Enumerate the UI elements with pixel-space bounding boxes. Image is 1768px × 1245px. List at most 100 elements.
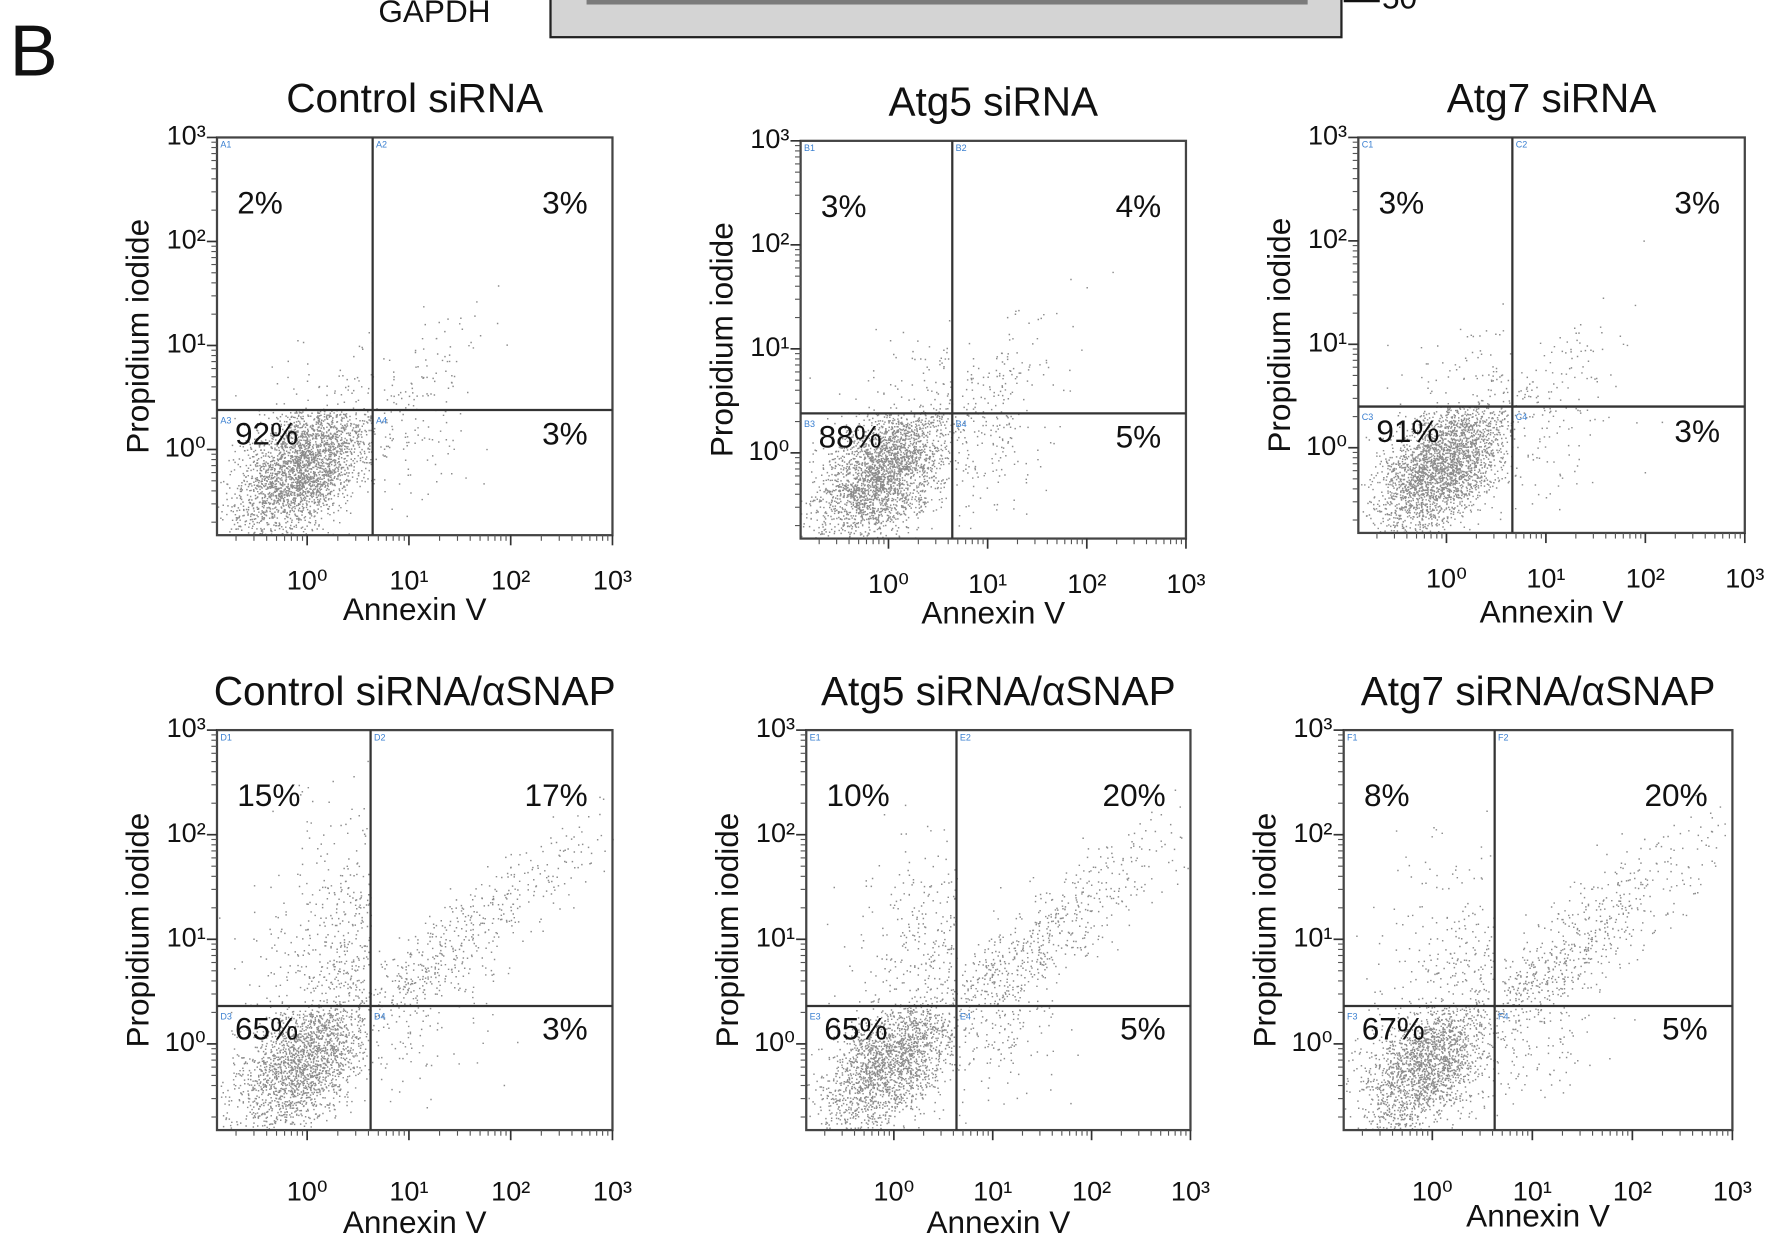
x-tick-label: 10¹	[389, 566, 428, 596]
quadrant-percent: 20%	[1103, 777, 1166, 813]
quadrant-name: F2	[1498, 732, 1509, 742]
quadrant-percent: 4%	[1116, 188, 1162, 224]
x-tick-label: 10³	[1166, 569, 1205, 599]
y-axis-label: Propidium iodide	[120, 219, 156, 454]
quadrant-percent: 67%	[1362, 1010, 1425, 1046]
quadrant-percent: 10%	[827, 777, 890, 813]
quadrant-percent: 3%	[542, 184, 588, 220]
quadrant-name: C3	[1362, 412, 1374, 422]
y-tick-label: 10¹	[1308, 327, 1347, 357]
x-tick-label: 10³	[593, 566, 632, 596]
y-tick-label: 10³	[167, 713, 206, 743]
x-tick-label: 10¹	[968, 569, 1007, 599]
quadrant-percent: 8%	[1364, 777, 1410, 813]
chart-title: Control siRNA/αSNAP	[214, 668, 616, 714]
y-tick-label: 10¹	[167, 922, 206, 952]
quadrant-name: B2	[956, 143, 967, 153]
event-dots	[235, 333, 374, 410]
y-tick-label: 10⁰	[165, 1027, 206, 1057]
x-tick-label: 10⁰	[868, 569, 909, 599]
quadrant-name: A4	[376, 416, 387, 426]
quadrant-name: D3	[220, 1012, 232, 1022]
quadrant-name: A3	[220, 416, 231, 426]
x-tick-label: 10³	[1713, 1176, 1752, 1206]
quadrant-percent: 5%	[1116, 419, 1162, 455]
blot-band	[587, 0, 1308, 5]
quadrant-percent: 88%	[819, 419, 882, 455]
y-tick-label: 10⁰	[165, 433, 206, 463]
quadrant-name: E1	[810, 732, 821, 742]
quadrant-percent: 3%	[1379, 184, 1425, 220]
quadrant-name: B4	[956, 419, 967, 429]
x-tick-label: 10³	[1725, 563, 1764, 593]
quadrant-percent: 20%	[1645, 777, 1708, 813]
x-axis-label: Annexin V	[343, 1204, 487, 1240]
chart-title: Control siRNA	[286, 75, 543, 121]
y-tick-label: 10³	[167, 121, 206, 151]
y-tick-label: 10²	[167, 225, 206, 255]
marker-label: 50	[1382, 0, 1417, 15]
y-axis-label: Propidium iodide	[1246, 813, 1282, 1048]
blot	[550, 0, 1341, 37]
quadrant-name: B1	[804, 143, 815, 153]
quadrant-name: E3	[810, 1012, 821, 1022]
quadrant-percent: 17%	[525, 777, 588, 813]
event-dots	[373, 410, 487, 516]
event-dots	[1356, 811, 1495, 1006]
quadrant-percent: 3%	[1674, 413, 1720, 449]
y-tick-label: 10²	[1308, 224, 1347, 254]
blot-label: GAPDH	[378, 0, 490, 29]
quadrant-name: D2	[374, 732, 386, 742]
y-tick-label: 10²	[756, 818, 795, 848]
quadrant-percent: 15%	[237, 777, 300, 813]
event-dots	[373, 797, 613, 1005]
quadrant-name: C2	[1516, 140, 1528, 150]
event-dots	[1496, 1008, 1636, 1116]
quadrant-percent: 92%	[235, 415, 298, 451]
quadrant-percent: 3%	[1674, 184, 1720, 220]
x-tick-label: 10²	[1067, 569, 1106, 599]
x-tick-label: 10³	[593, 1176, 632, 1206]
quadrant-percent: 91%	[1376, 413, 1439, 449]
x-axis-label: Annexin V	[926, 1204, 1070, 1240]
quadrant-name: F4	[1498, 1012, 1509, 1022]
y-tick-label: 10³	[1293, 713, 1332, 743]
y-axis-label: Propidium iodide	[703, 222, 739, 457]
quadrant-percent: 3%	[821, 188, 867, 224]
y-tick-label: 10⁰	[1292, 1027, 1333, 1057]
quadrant-name: C4	[1516, 412, 1528, 422]
chart-title: Atg5 siRNA/αSNAP	[821, 668, 1176, 714]
event-dots	[1513, 407, 1664, 510]
x-tick-label: 10⁰	[1412, 1176, 1453, 1206]
quadrant-name: E2	[960, 732, 971, 742]
quadrant-name: C1	[1362, 140, 1374, 150]
x-tick-label: 10³	[1171, 1176, 1210, 1206]
x-axis-label: Annexin V	[921, 595, 1065, 631]
quadrant-percent: 2%	[237, 184, 283, 220]
x-tick-label: 10²	[491, 1176, 530, 1206]
x-tick-label: 10²	[1072, 1176, 1111, 1206]
y-tick-label: 10⁰	[748, 436, 789, 466]
y-tick-label: 10³	[750, 124, 789, 154]
x-tick-label: 10²	[491, 566, 530, 596]
event-dots	[376, 286, 508, 409]
x-tick-label: 10¹	[973, 1176, 1012, 1206]
quadrant-name: E4	[960, 1012, 971, 1022]
event-dots	[962, 272, 1114, 413]
event-dots	[956, 1006, 1078, 1123]
y-tick-label: 10¹	[750, 332, 789, 362]
y-axis-label: Propidium iodide	[709, 813, 745, 1048]
quadrant-name: A1	[220, 140, 231, 150]
quadrant-percent: 65%	[824, 1010, 887, 1046]
chart-title: Atg7 siRNA	[1447, 75, 1657, 121]
y-tick-label: 10²	[750, 228, 789, 258]
y-tick-label: 10¹	[756, 922, 795, 952]
quadrant-name: D4	[374, 1012, 386, 1022]
y-tick-label: 10⁰	[754, 1027, 795, 1057]
x-tick-label: 10²	[1613, 1176, 1652, 1206]
panel-label: B	[10, 11, 58, 91]
quadrant-name: B3	[804, 419, 815, 429]
y-tick-label: 10³	[1308, 121, 1347, 151]
event-dots	[953, 414, 1061, 529]
y-axis-label: Propidium iodide	[1261, 218, 1297, 453]
